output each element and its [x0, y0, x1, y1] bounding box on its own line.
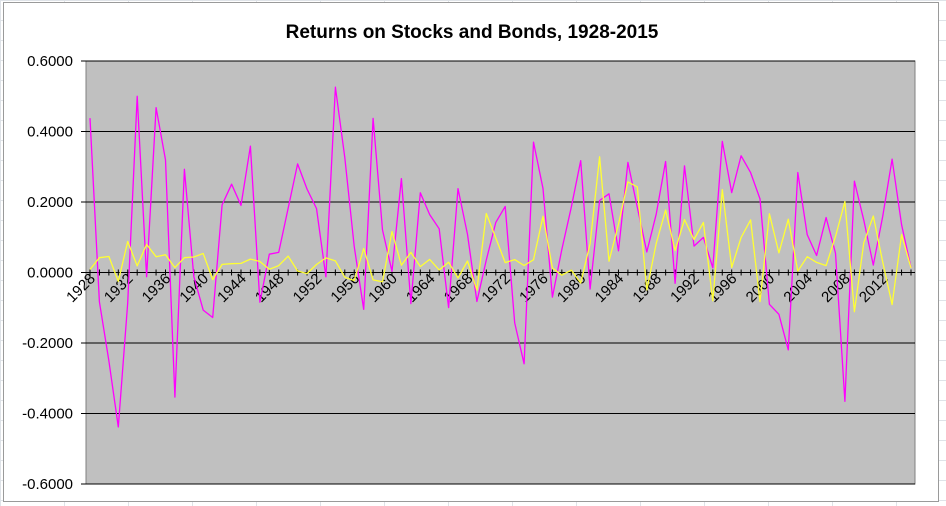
- chart-title: Returns on Stocks and Bonds, 1928-2015: [286, 22, 659, 43]
- y-axis-labels: 0.6000 0.4000 0.2000 0.0000 -0.2000 -0.4000 -0…: [22, 53, 73, 493]
- line-chart: Returns on Stocks and Bonds, 1928-2015 0…: [22, 22, 916, 493]
- y-tick-label: 0.6000: [27, 53, 73, 70]
- y-tick-label: 0.2000: [27, 194, 73, 211]
- y-tick-label: -0.6000: [22, 476, 73, 493]
- series-line-1: [89, 86, 912, 428]
- y-tick-label: 0.4000: [27, 124, 73, 141]
- y-tick-label: -0.2000: [22, 335, 73, 352]
- y-tick-label: 0.0000: [27, 265, 73, 282]
- y-tick-label: -0.4000: [22, 406, 73, 423]
- series-lines: [89, 86, 912, 428]
- y-gridlines: [81, 60, 915, 485]
- series-line-2: [89, 156, 912, 313]
- chart-frame[interactable]: Returns on Stocks and Bonds, 1928-2015 0…: [3, 2, 939, 502]
